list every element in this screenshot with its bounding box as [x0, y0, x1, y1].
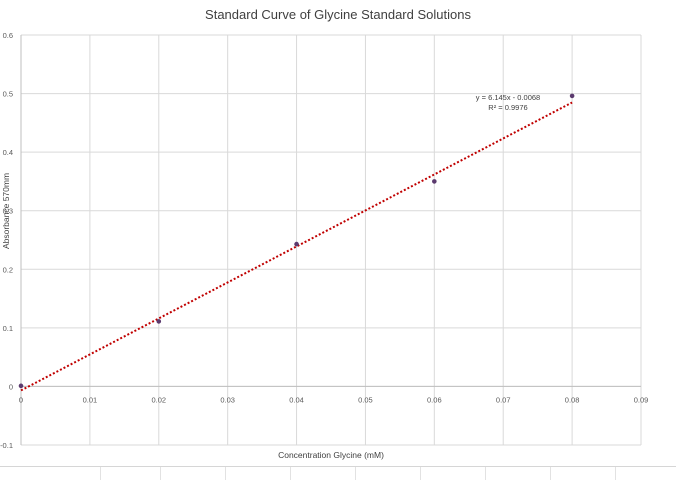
data-points — [18, 93, 575, 389]
y-tick-label: 0 — [9, 382, 13, 391]
axes — [20, 35, 641, 445]
trendline-r-squared: R² = 0.9976 — [488, 103, 527, 112]
trendline-equation: y = 6.145x - 0.0068 — [476, 93, 540, 102]
x-tick-label: 0 — [19, 395, 23, 404]
y-tick-label: 0.4 — [3, 148, 13, 157]
x-axis-label: Concentration Glycine (mM) — [278, 450, 384, 460]
x-tick-label: 0.04 — [289, 395, 304, 404]
y-tick-label: 0.2 — [3, 265, 13, 274]
y-tick-label: 0.6 — [3, 31, 13, 40]
x-tick-label: 0.02 — [151, 395, 166, 404]
data-point — [18, 383, 24, 389]
y-tick-label: 0.5 — [3, 90, 13, 99]
x-tick-label: 0.03 — [220, 395, 235, 404]
chart-title: Standard Curve of Glycine Standard Solut… — [205, 7, 471, 22]
data-point — [294, 241, 299, 247]
gridlines — [20, 34, 642, 446]
x-tick-label: 0.09 — [634, 395, 649, 404]
y-tick-label: 0.1 — [3, 324, 13, 333]
data-point — [156, 319, 162, 324]
x-tick-labels: 0 0.01 0.02 0.03 0.04 0.05 0.06 0.07 0.08 0.09 — [19, 395, 648, 404]
x-tick-label: 0.07 — [496, 395, 511, 404]
footer-strip — [0, 466, 676, 480]
x-tick-label: 0.05 — [358, 395, 373, 404]
y-axis-label: Absorbance 570mm — [1, 173, 11, 249]
data-point — [432, 179, 437, 184]
y-tick-labels: -0.1 0 0.1 0.2 0.3 0.4 0.5 0.6 — [0, 31, 13, 450]
data-point — [569, 93, 575, 99]
y-tick-label: -0.1 — [0, 441, 13, 450]
x-tick-label: 0.06 — [427, 395, 442, 404]
x-tick-label: 0.01 — [83, 395, 98, 404]
y-tick-label: 0.3 — [3, 207, 13, 216]
x-tick-label: 0.08 — [565, 395, 580, 404]
